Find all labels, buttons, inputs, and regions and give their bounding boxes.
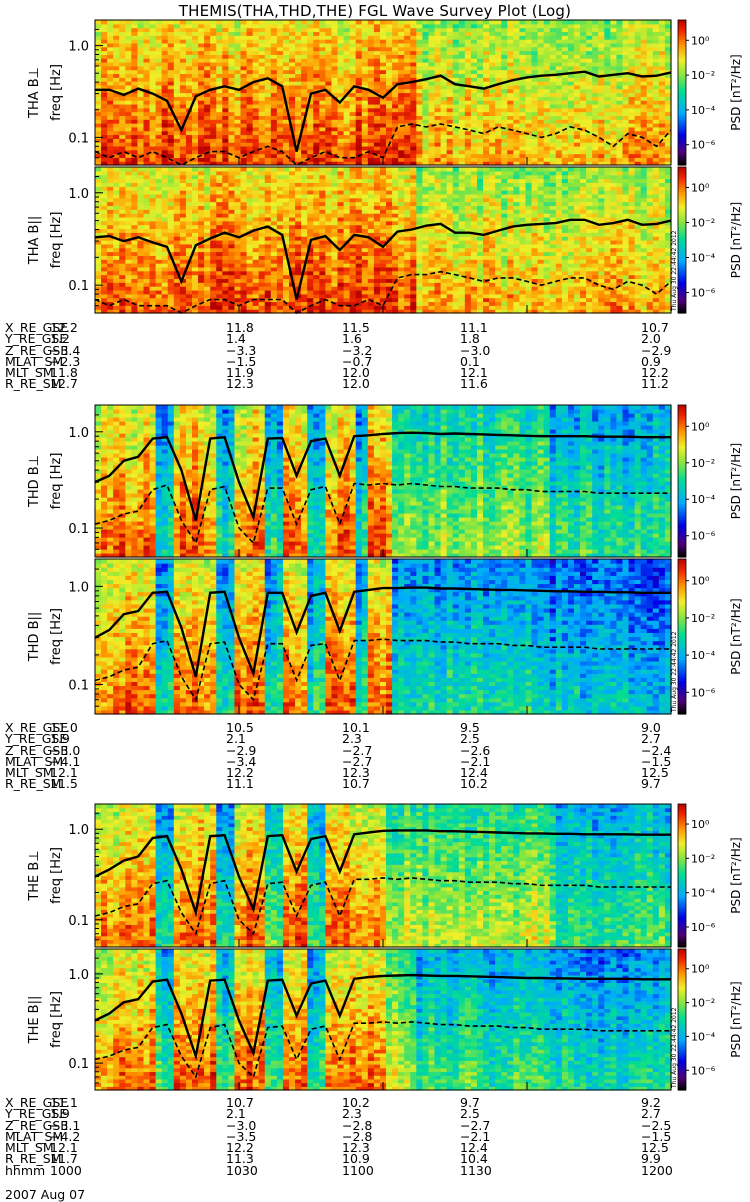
ephemeris-value: 1100	[342, 1165, 374, 1176]
colorbar-segment	[678, 20, 686, 23]
colorbar-tick-label: 10⁻²	[691, 852, 715, 865]
colorbar-tick-label: 10⁰	[691, 181, 710, 194]
colorbar-tick-label: 10⁰	[691, 818, 710, 831]
ephemeris-value: 12.0	[342, 378, 370, 389]
panel-5	[95, 949, 672, 1091]
colorbar-segment	[678, 559, 686, 562]
colorbar-tick-label: 10⁻²	[691, 216, 715, 229]
panel-yunits: freq [Hz]	[49, 453, 64, 510]
y-tick-label: 1.0	[68, 426, 89, 441]
colorbar-label: PSD [nT²/Hz]	[729, 443, 743, 519]
panel-ylabel: THA B||	[27, 216, 42, 265]
y-tick-label: 1.0	[68, 187, 89, 202]
colorbar-tick-label: 10⁻²	[691, 997, 715, 1010]
colorbar-tick-label: 10⁻⁶	[691, 287, 716, 300]
colorbar-tick-label: 10⁻⁶	[691, 139, 716, 152]
colorbar-tick-label: 10⁻⁴	[691, 649, 716, 662]
plot-timestamp: Thu Aug 30 22:44:42 2012	[671, 1007, 678, 1089]
plot-timestamp: Thu Aug 30 22:44:42 2012	[671, 230, 678, 312]
colorbar-segment	[678, 167, 686, 170]
ephemeris-value: 1200	[641, 1165, 673, 1176]
ephemeris-value: 10.7	[342, 778, 370, 789]
ephemeris-value: 1000	[50, 1165, 82, 1176]
ephemeris-label: hhmm	[5, 1165, 45, 1176]
colorbar-label: PSD [nT²/Hz]	[729, 598, 743, 674]
colorbar-tick-label: 10⁻⁶	[691, 686, 716, 699]
y-tick-label: 0.1	[68, 914, 89, 929]
panel-yunits: freq [Hz]	[49, 212, 64, 269]
panel-4	[95, 804, 672, 948]
colorbar-tick-label: 10⁻⁴	[691, 104, 716, 117]
y-tick-label: 0.1	[68, 522, 89, 537]
panel-yunits: freq [Hz]	[49, 991, 64, 1048]
ephemeris-row: hhmm 1000 1030 1100 1130 1200	[5, 1165, 705, 1176]
y-tick-label: 0.1	[68, 1057, 89, 1072]
y-tick-label: 0.1	[68, 131, 89, 146]
ephemeris-value: 10.2	[460, 778, 488, 789]
y-tick-label: 1.0	[68, 40, 89, 55]
colorbar-tick-label: 10⁰	[691, 34, 710, 47]
colorbar-tick-label: 10⁻²	[691, 457, 715, 470]
panel-1	[95, 167, 672, 314]
ephemeris-value: 11.2	[641, 378, 669, 389]
y-tick-label: 0.1	[68, 279, 89, 294]
ephemeris-value: 12.3	[226, 378, 254, 389]
ephemeris-value: 12.7	[50, 378, 78, 389]
ephemeris-value: 11.1	[226, 778, 254, 789]
colorbar-label: PSD [nT²/Hz]	[729, 54, 743, 130]
panel-yunits: freq [Hz]	[49, 64, 64, 121]
colorbar-tick-label: 10⁰	[691, 963, 710, 976]
colorbar-label: PSD [nT²/Hz]	[729, 981, 743, 1057]
panel-yunits: freq [Hz]	[49, 608, 64, 665]
panel-0	[95, 20, 672, 166]
colorbar-tick-label: 10⁻⁴	[691, 1030, 716, 1043]
y-tick-label: 1.0	[68, 823, 89, 838]
colorbar-tick-label: 10⁻⁴	[691, 887, 716, 900]
colorbar-segment	[678, 949, 686, 952]
colorbar-tick-label: 10⁰	[691, 575, 710, 588]
panel-yunits: freq [Hz]	[49, 847, 64, 904]
colorbar-segment	[678, 804, 686, 807]
panel-ylabel: THD B⊥	[27, 455, 42, 508]
colorbar-label: PSD [nT²/Hz]	[729, 837, 743, 913]
y-tick-label: 1.0	[68, 580, 89, 595]
ephemeris-value: 1130	[460, 1165, 492, 1176]
panel-ylabel: THE B||	[27, 996, 42, 1045]
panel-2	[95, 405, 672, 558]
plot-timestamp: Thu Aug 30 22:44:42 2012	[671, 631, 678, 713]
ephemeris-value: 1030	[226, 1165, 258, 1176]
colorbar-tick-label: 10⁻⁴	[691, 252, 716, 265]
colorbar-tick-label: 10⁻⁶	[691, 921, 716, 934]
y-tick-label: 1.0	[68, 968, 89, 983]
ephemeris-value: 9.7	[641, 778, 661, 789]
ephemeris-value: 11.5	[50, 778, 78, 789]
panel-3	[95, 559, 672, 715]
ephemeris-value: 11.6	[460, 378, 488, 389]
panel-ylabel: THA B⊥	[27, 67, 42, 119]
colorbar-tick-label: 10⁰	[691, 420, 710, 433]
colorbar-tick-label: 10⁻²	[691, 69, 715, 82]
colorbar-segment	[678, 405, 686, 408]
panel-ylabel: THD B||	[27, 612, 42, 663]
panel-ylabel: THE B⊥	[27, 850, 42, 901]
colorbar-label: PSD [nT²/Hz]	[729, 202, 743, 278]
colorbar-tick-label: 10⁻⁶	[691, 1064, 716, 1077]
colorbar-tick-label: 10⁻⁶	[691, 530, 716, 543]
y-tick-label: 0.1	[68, 678, 89, 693]
colorbar-tick-label: 10⁻²	[691, 612, 715, 625]
colorbar-tick-label: 10⁻⁴	[691, 493, 716, 506]
